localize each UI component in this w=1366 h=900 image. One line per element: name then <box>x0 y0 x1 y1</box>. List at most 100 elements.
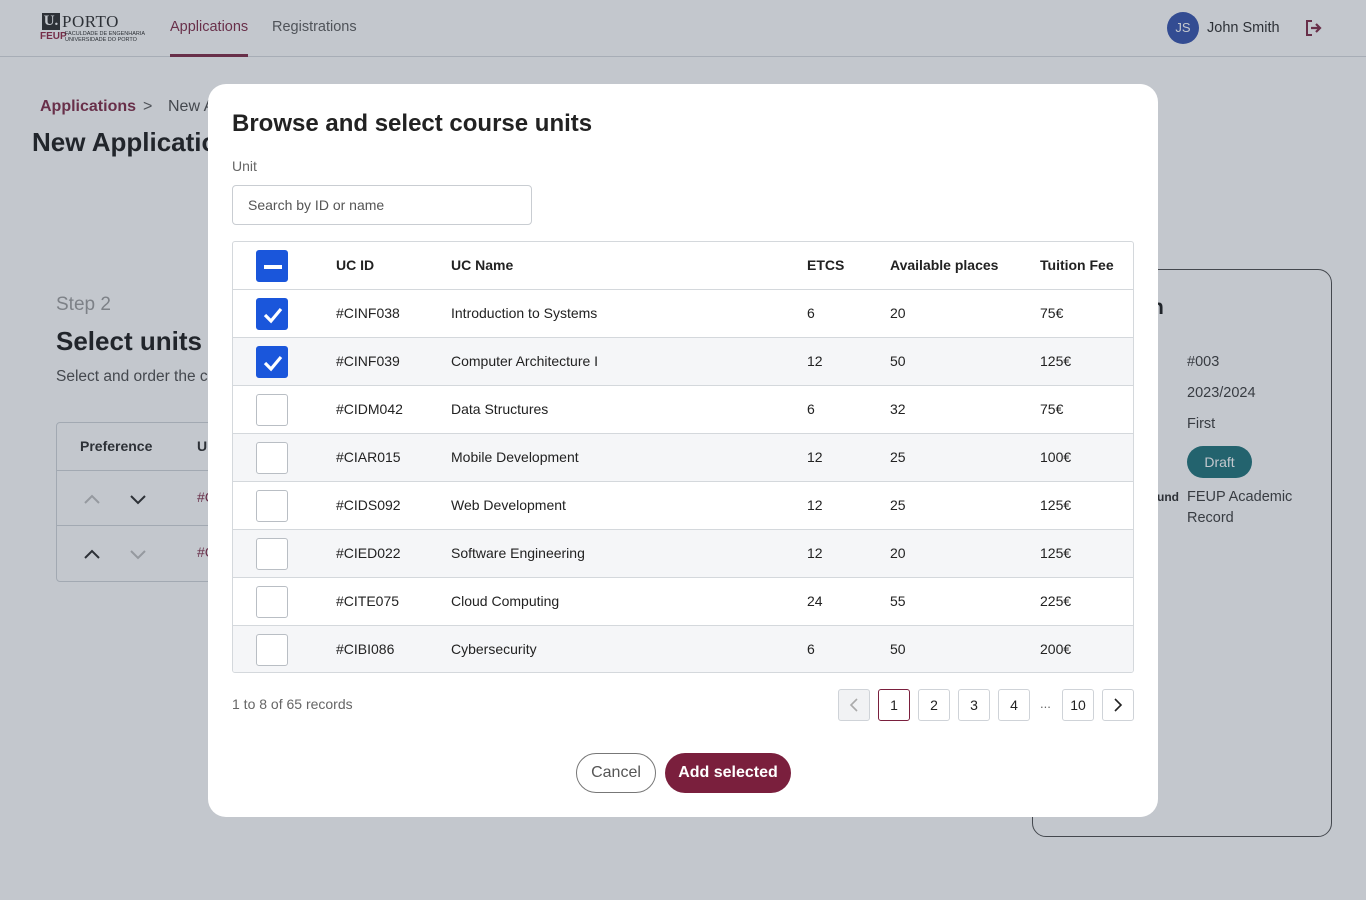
pagination-ellipsis: ... <box>1040 696 1051 711</box>
table-row[interactable]: #CIDM042 Data Structures 6 32 75€ <box>233 386 1133 434</box>
breadcrumb-applications[interactable]: Applications <box>40 98 137 115</box>
col-etcs: ETCS <box>807 257 845 273</box>
table-row[interactable]: #CINF038 Introduction to Systems 6 20 75€ <box>233 290 1133 338</box>
page-button-4[interactable]: 4 <box>998 689 1030 721</box>
cell-uc-name: Computer Architecture I <box>451 353 599 369</box>
cell-uc-id: #CIED022 <box>336 545 401 561</box>
row-checkbox[interactable] <box>256 442 288 474</box>
table-row[interactable]: #CIBI086 Cybersecurity 6 50 200€ <box>233 626 1133 672</box>
logo-faculty: FACULDADE DE ENGENHARIA UNIVERSIDADE DO … <box>65 31 145 43</box>
cell-etcs: 12 <box>807 449 823 465</box>
top-navbar: U. PORTO FEUP FACULDADE DE ENGENHARIA UN… <box>0 0 1366 57</box>
logout-icon[interactable] <box>1305 19 1323 37</box>
select-all-checkbox[interactable] <box>256 250 288 282</box>
cell-uc-name: Data Structures <box>451 401 549 417</box>
cell-uc-name: Software Engineering <box>451 545 585 561</box>
cell-tuition-fee: 200€ <box>1040 641 1072 657</box>
info-record-line2: Record <box>1187 510 1234 526</box>
table-row[interactable]: #CIDS092 Web Development 12 25 125€ <box>233 482 1133 530</box>
info-record-line1: FEUP Academic <box>1187 489 1293 505</box>
move-down-icon[interactable] <box>128 489 148 509</box>
cell-uc-id: #CIBI086 <box>336 641 395 657</box>
table-row[interactable]: #CITE075 Cloud Computing 24 55 225€ <box>233 578 1133 626</box>
cell-uc-id: #CIDM042 <box>336 401 403 417</box>
page-button-3[interactable]: 3 <box>958 689 990 721</box>
user-name: John Smith <box>1207 20 1280 36</box>
cell-uc-name: Web Development <box>451 497 566 513</box>
prev-page-button[interactable] <box>838 689 870 721</box>
cancel-button[interactable]: Cancel <box>576 753 656 793</box>
cell-available-places: 25 <box>890 449 906 465</box>
modal-title: Browse and select course units <box>232 110 593 137</box>
cell-etcs: 24 <box>807 593 823 609</box>
cell-tuition-fee: 125€ <box>1040 497 1072 513</box>
page-title: New Applicatio <box>32 127 218 157</box>
table-row[interactable]: #CIAR015 Mobile Development 12 25 100€ <box>233 434 1133 482</box>
col-available-places: Available places <box>890 257 999 273</box>
info-academic-year: 2023/2024 <box>1187 385 1256 401</box>
move-down-icon[interactable] <box>128 544 148 564</box>
add-selected-button[interactable]: Add selected <box>665 753 791 793</box>
logo-porto: PORTO <box>62 12 119 31</box>
cell-etcs: 12 <box>807 497 823 513</box>
next-page-button[interactable] <box>1102 689 1134 721</box>
cell-available-places: 50 <box>890 353 906 369</box>
table-header-row: UC ID UC Name ETCS Available places Tuit… <box>233 242 1133 290</box>
breadcrumb-current: New A <box>168 98 215 115</box>
unit-search-input[interactable] <box>232 185 532 225</box>
breadcrumb-separator: > <box>143 98 153 115</box>
cell-uc-name: Cloud Computing <box>451 593 560 609</box>
cell-uc-id: #CITE075 <box>336 593 400 609</box>
info-phase: First <box>1187 416 1216 432</box>
uporto-feup-logo[interactable]: U. PORTO FEUP FACULDADE DE ENGENHARIA UN… <box>40 12 148 46</box>
cell-available-places: 25 <box>890 497 906 513</box>
row-checkbox[interactable] <box>256 538 288 570</box>
row-checkbox[interactable] <box>256 586 288 618</box>
cell-tuition-fee: 125€ <box>1040 545 1072 561</box>
course-units-modal: Browse and select course units Unit UC I… <box>208 84 1158 817</box>
checkmark-icon <box>263 355 283 372</box>
chevron-right-icon <box>1114 698 1123 712</box>
page-button-10[interactable]: 10 <box>1062 689 1094 721</box>
unit-field-label: Unit <box>232 158 257 174</box>
nav-applications[interactable]: Applications <box>170 0 249 57</box>
cell-available-places: 20 <box>890 545 906 561</box>
chevron-left-icon <box>849 698 858 712</box>
move-up-icon[interactable] <box>82 489 102 509</box>
table-row[interactable]: #CINF039 Computer Architecture I 12 50 125€ <box>233 338 1133 386</box>
avatar: JS <box>1167 12 1199 44</box>
cell-uc-name: Cybersecurity <box>451 641 537 657</box>
checkmark-icon <box>263 307 283 324</box>
cell-uc-name: Introduction to Systems <box>451 305 598 321</box>
cell-uc-id: #CIAR015 <box>336 449 401 465</box>
row-checkbox[interactable] <box>256 394 288 426</box>
col-tuition-fee: Tuition Fee <box>1040 257 1114 273</box>
page-button-1[interactable]: 1 <box>878 689 910 721</box>
row-checkbox[interactable] <box>256 490 288 522</box>
info-label-partial: und <box>1157 490 1179 504</box>
cell-tuition-fee: 125€ <box>1040 353 1072 369</box>
col-uc-id: UC ID <box>336 257 375 273</box>
cell-uc-name: Mobile Development <box>451 449 579 465</box>
table-row[interactable]: #CIED022 Software Engineering 12 20 125€ <box>233 530 1133 578</box>
cell-uc-id: #CIDS092 <box>336 497 401 513</box>
logo-feup: FEUP <box>40 31 67 42</box>
cell-etcs: 6 <box>807 305 815 321</box>
nav-registrations[interactable]: Registrations <box>272 19 357 35</box>
course-units-table: UC ID UC Name ETCS Available places Tuit… <box>232 241 1134 673</box>
col-uc-id: U <box>197 438 208 454</box>
user-menu[interactable]: JS John Smith <box>1167 12 1280 44</box>
row-checkbox[interactable] <box>256 346 288 378</box>
records-count: 1 to 8 of 65 records <box>232 696 353 712</box>
move-up-icon[interactable] <box>82 544 102 564</box>
row-checkbox[interactable] <box>256 634 288 666</box>
cell-available-places: 50 <box>890 641 906 657</box>
col-uc-name: UC Name <box>451 257 514 273</box>
page-button-2[interactable]: 2 <box>918 689 950 721</box>
row-checkbox[interactable] <box>256 298 288 330</box>
cell-tuition-fee: 75€ <box>1040 401 1064 417</box>
cell-tuition-fee: 100€ <box>1040 449 1072 465</box>
cell-available-places: 32 <box>890 401 906 417</box>
cell-uc-id: #CINF038 <box>336 305 400 321</box>
indeterminate-icon <box>264 265 282 269</box>
